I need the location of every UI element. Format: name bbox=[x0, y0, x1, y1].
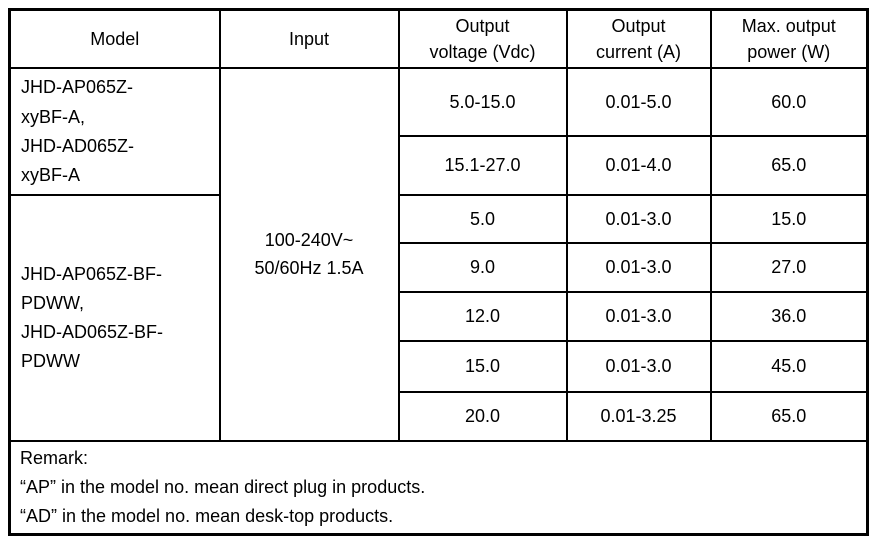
remark-line-ap: “AP” in the model no. mean direct plug i… bbox=[20, 476, 426, 497]
table-row: 12.0 0.01-3.0 36.0 bbox=[10, 291, 869, 343]
table-row: 20.0 0.01-3.25 65.0 bbox=[10, 391, 869, 443]
model-group-2: JHD-AP065Z-BF- PDWW, JHD-AD065Z-BF- PDWW bbox=[8, 194, 221, 443]
table-row: 15.1-27.0 0.01-4.0 65.0 bbox=[10, 135, 869, 197]
voltage-cell: 20.0 bbox=[397, 391, 568, 443]
header-row: Model Input Output voltage (Vdc) Output … bbox=[8, 8, 869, 70]
current-cell: 0.01-4.0 bbox=[565, 135, 712, 197]
power-cell: 65.0 bbox=[709, 391, 869, 443]
remark-line-ad: “AD” in the model no. mean desk-top prod… bbox=[20, 505, 394, 526]
power-cell: 60.0 bbox=[709, 67, 869, 138]
table-row: JHD-AP065Z- xyBF-A, JHD-AD065Z- xyBF-A 1… bbox=[8, 67, 869, 443]
voltage-cell: 5.0-15.0 bbox=[397, 67, 568, 138]
header-max-output-power: Max. output power (W) bbox=[709, 8, 869, 70]
voltage-cell: 9.0 bbox=[397, 242, 568, 294]
power-cell: 65.0 bbox=[709, 135, 869, 197]
header-input: Input bbox=[218, 8, 400, 70]
input-value: 100-240V~ 50/60Hz 1.5A bbox=[218, 67, 400, 443]
current-cell: 0.01-3.0 bbox=[565, 242, 712, 294]
power-cell: 45.0 bbox=[709, 340, 869, 394]
current-cell: 0.01-3.0 bbox=[565, 340, 712, 394]
table-row: 9.0 0.01-3.0 27.0 bbox=[10, 242, 869, 294]
voltage-cell: 5.0 bbox=[397, 194, 568, 245]
table-row: 15.0 0.01-3.0 45.0 bbox=[10, 340, 869, 394]
current-cell: 0.01-5.0 bbox=[565, 67, 712, 138]
voltage-cell: 12.0 bbox=[397, 291, 568, 343]
remark-row: Remark: “AP” in the model no. mean direc… bbox=[8, 440, 869, 536]
remark-title: Remark: bbox=[20, 448, 89, 469]
current-cell: 0.01-3.25 bbox=[565, 391, 712, 443]
model-group-1: JHD-AP065Z- xyBF-A, JHD-AD065Z- xyBF-A bbox=[8, 67, 221, 197]
spec-table: Model Input Output voltage (Vdc) Output … bbox=[8, 8, 869, 536]
header-model: Model bbox=[8, 8, 221, 70]
voltage-cell: 15.0 bbox=[397, 340, 568, 394]
header-output-current: Output current (A) bbox=[565, 8, 712, 70]
power-cell: 36.0 bbox=[709, 291, 869, 343]
header-output-voltage: Output voltage (Vdc) bbox=[397, 8, 568, 70]
current-cell: 0.01-3.0 bbox=[565, 291, 712, 343]
table-row: JHD-AP065Z-BF- PDWW, JHD-AD065Z-BF- PDWW… bbox=[8, 194, 869, 443]
power-cell: 27.0 bbox=[709, 242, 869, 294]
voltage-cell: 15.1-27.0 bbox=[397, 135, 568, 197]
current-cell: 0.01-3.0 bbox=[565, 194, 712, 245]
power-cell: 15.0 bbox=[709, 194, 869, 245]
remark-cell: Remark: “AP” in the model no. mean direc… bbox=[8, 440, 869, 536]
